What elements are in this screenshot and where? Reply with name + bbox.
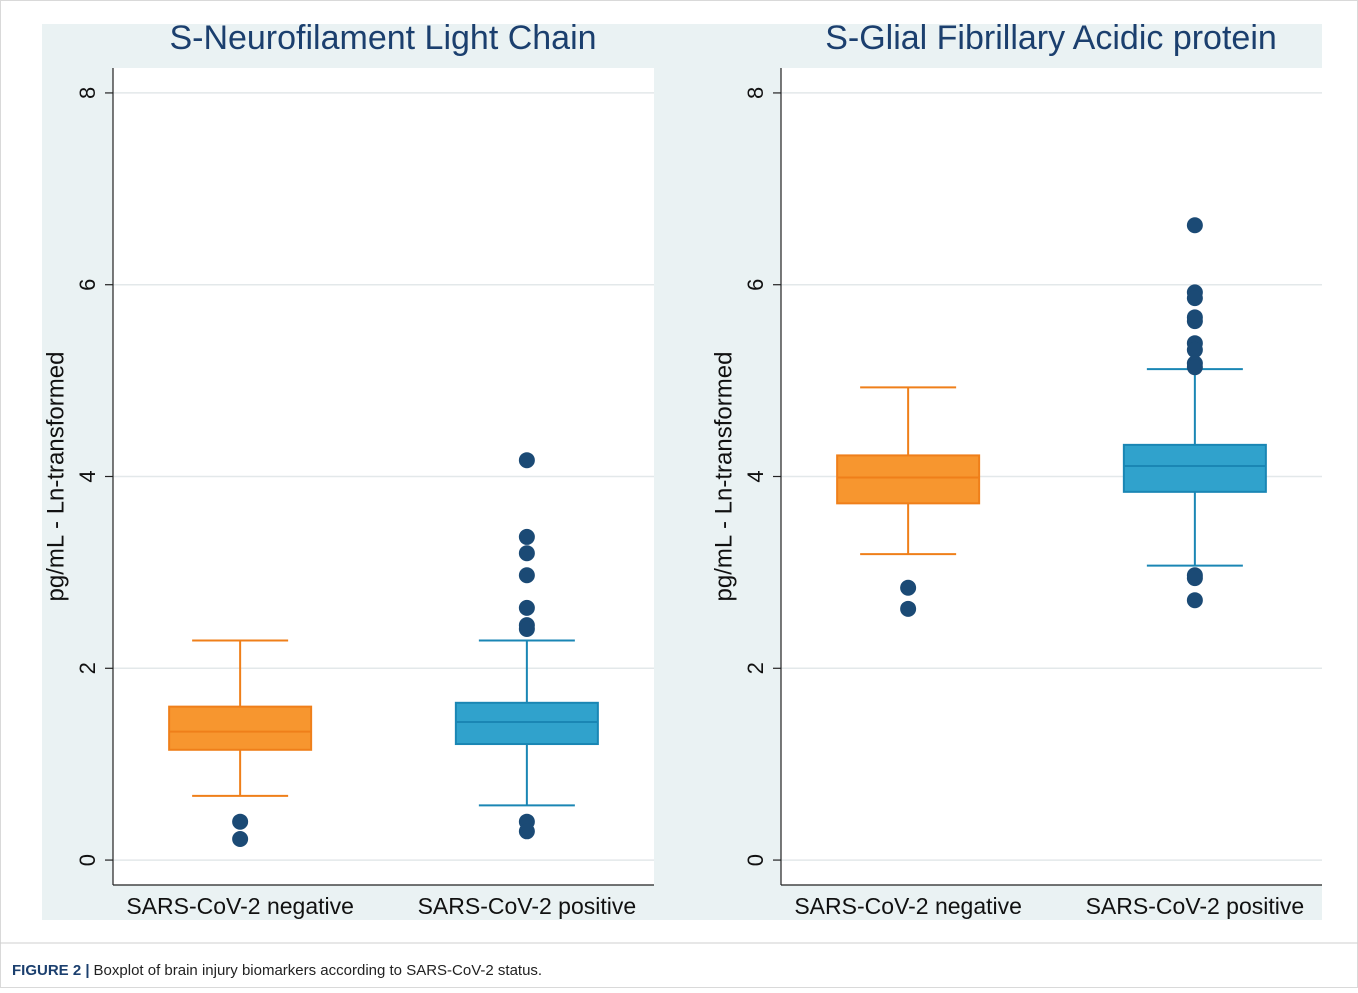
box-group xyxy=(168,639,313,847)
box xyxy=(168,705,313,751)
chart-title: S-Neurofilament Light Chain xyxy=(169,19,596,57)
outlier xyxy=(518,599,535,616)
outlier xyxy=(1186,313,1203,330)
y-tick-label: 4 xyxy=(743,470,768,482)
y-tick-label: 8 xyxy=(743,87,768,99)
box xyxy=(454,701,599,746)
outlier xyxy=(232,813,249,830)
y-axis-label: pg/mL - Ln-transformed xyxy=(42,352,69,602)
outlier xyxy=(518,620,535,637)
outlier xyxy=(900,579,917,596)
y-tick-label: 2 xyxy=(75,662,100,674)
x-tick-label: SARS-CoV-2 positive xyxy=(1086,893,1305,919)
y-tick-label: 4 xyxy=(75,470,100,482)
outlier xyxy=(1186,341,1203,358)
outlier xyxy=(518,545,535,562)
outlier xyxy=(518,567,535,584)
outlier xyxy=(518,528,535,545)
chart-panel: S-Neurofilament Light Chain pg/mL - Ln-tr… xyxy=(42,19,654,919)
outlier xyxy=(1186,592,1203,609)
x-tick-label: SARS-CoV-2 negative xyxy=(794,893,1022,919)
y-tick-label: 0 xyxy=(743,854,768,866)
box-group xyxy=(454,452,599,840)
box xyxy=(836,454,981,505)
x-tick-label: SARS-CoV-2 negative xyxy=(126,893,354,919)
caption-text: Boxplot of brain injury biomarkers accor… xyxy=(94,962,543,979)
outlier xyxy=(518,823,535,840)
box-group xyxy=(1122,217,1267,609)
outlier xyxy=(1186,359,1203,376)
box xyxy=(1122,443,1267,493)
box-group xyxy=(836,386,981,617)
outlier xyxy=(1186,290,1203,307)
chart-title: S-Glial Fibrillary Acidic protein xyxy=(825,19,1277,57)
y-tick-label: 0 xyxy=(75,854,100,866)
outlier xyxy=(232,830,249,847)
caption: FIGURE 2 | Boxplot of brain injury biomar… xyxy=(12,962,542,979)
y-tick-label: 2 xyxy=(743,662,768,674)
caption-label: FIGURE 2 | xyxy=(12,962,90,979)
y-tick-label: 6 xyxy=(75,279,100,291)
y-axis-label: pg/mL - Ln-transformed xyxy=(710,352,737,602)
y-tick-label: 8 xyxy=(75,87,100,99)
outlier xyxy=(518,452,535,469)
outlier xyxy=(1186,217,1203,234)
outlier xyxy=(1186,570,1203,587)
outlier xyxy=(900,600,917,617)
chart-panel: S-Glial Fibrillary Acidic protein pg/mL -… xyxy=(710,19,1322,919)
x-tick-label: SARS-CoV-2 positive xyxy=(418,893,637,919)
y-tick-label: 6 xyxy=(743,279,768,291)
